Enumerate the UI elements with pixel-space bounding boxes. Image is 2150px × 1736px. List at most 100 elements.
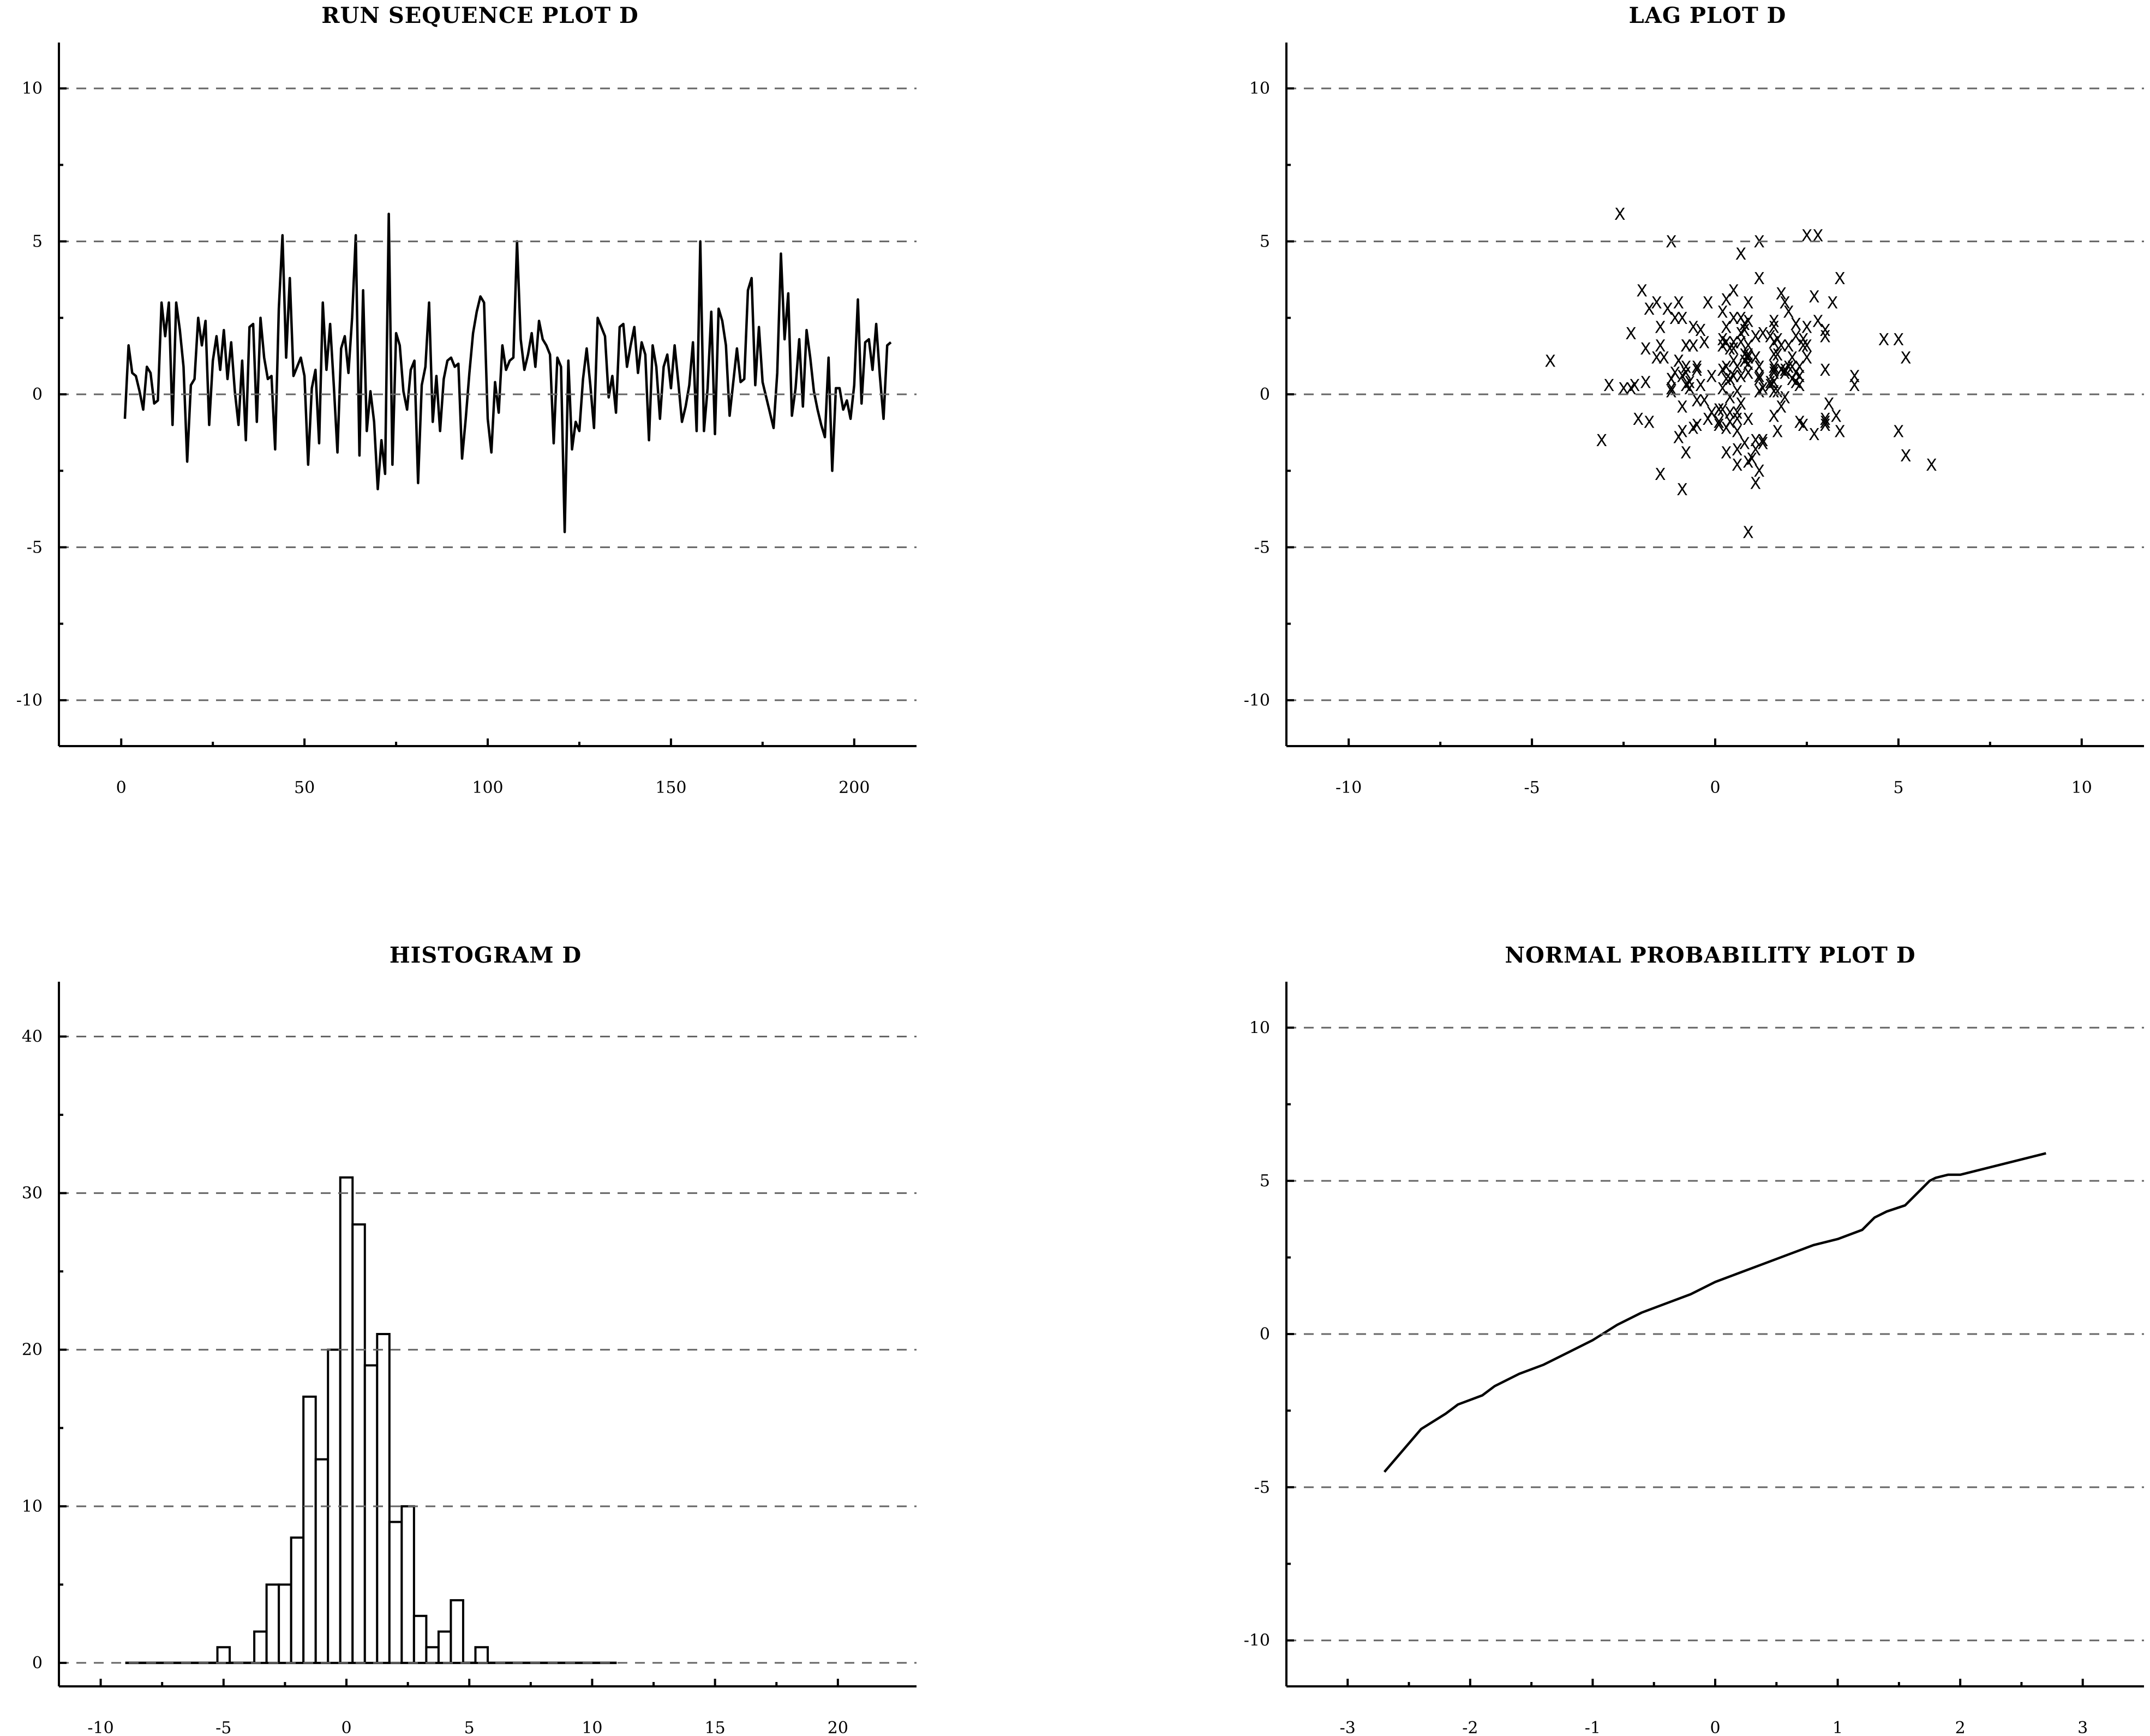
lag-point: X	[1717, 401, 1728, 420]
lag-point: X	[1783, 358, 1794, 377]
lag-point: X	[1753, 358, 1765, 377]
lag-point: X	[1721, 358, 1732, 377]
lag-point: X	[1742, 355, 1754, 374]
lag-point: X	[1750, 431, 1762, 450]
lag-point: X	[1768, 358, 1780, 377]
histogram-bar	[363, 1364, 379, 1664]
lag-point: X	[1673, 429, 1685, 448]
lag-point: X	[1742, 312, 1754, 331]
lag-point: X	[1655, 337, 1666, 356]
x-tick-label: 10	[582, 1719, 602, 1736]
lag-point: X	[1764, 327, 1776, 346]
lag-point: X	[1544, 352, 1556, 371]
lag-point: X	[1735, 245, 1747, 264]
lag-point: X	[1691, 392, 1703, 411]
lag-point: X	[1742, 453, 1754, 472]
lag-point: X	[1687, 319, 1699, 338]
lag-point: X	[1640, 340, 1651, 359]
lag-point: X	[1655, 319, 1666, 338]
lag-point: X	[1798, 331, 1809, 350]
lag-point: X	[1662, 300, 1673, 319]
lag-point: X	[1735, 309, 1747, 328]
lag-point: X	[1757, 431, 1769, 450]
nprob-data	[1383, 1152, 2046, 1473]
lag-point: X	[1732, 382, 1743, 401]
lag-point: X	[1680, 358, 1692, 377]
lag-point: X	[1764, 376, 1776, 395]
lag-point: X	[1676, 367, 1688, 386]
y-tick-label: -10	[1244, 691, 1270, 710]
lag-point: X	[1819, 416, 1831, 435]
lag-point: X	[1680, 364, 1692, 383]
lag-point: X	[1676, 398, 1688, 417]
y-tick-label: 10	[1249, 1018, 1270, 1037]
y-tick-label: 0	[1260, 385, 1270, 404]
lag-point: X	[1776, 337, 1787, 356]
lag-point: X	[1717, 380, 1728, 399]
lag-point: X	[1721, 319, 1732, 338]
lag-point: X	[1640, 374, 1651, 393]
x-tick-label: -5	[215, 1719, 231, 1736]
lag-point: X	[1790, 315, 1802, 334]
lag-point: X	[1757, 435, 1769, 454]
histogram-bar	[290, 1536, 305, 1664]
x-tick-label: 0	[1710, 778, 1720, 797]
lag-point: X	[1732, 422, 1743, 441]
lag-point: X	[1779, 364, 1790, 383]
lag-point: X	[1687, 419, 1699, 438]
lag-point: X	[1673, 294, 1685, 313]
lag-point: X	[1801, 349, 1813, 368]
lag-point: X	[1742, 346, 1754, 365]
lag-point: X	[1695, 376, 1706, 395]
lag-point: X	[1728, 340, 1739, 359]
lag-point: X	[1603, 376, 1615, 395]
lag-point: X	[1739, 315, 1750, 334]
histogram-bar	[302, 1395, 317, 1664]
lag-point: X	[1614, 205, 1626, 224]
histogram-panel: HISTOGRAM D 0 10 20 30 40 -10 -5 0 5 10 15 20	[22, 942, 917, 1736]
lag-point: X	[1834, 422, 1846, 441]
lag-point: X	[1742, 337, 1754, 356]
lag-point: X	[1779, 361, 1790, 380]
lag-point: X	[1768, 382, 1780, 401]
lag-point: X	[1750, 349, 1762, 368]
histogram-bar	[412, 1614, 428, 1664]
histogram-bar	[216, 1646, 231, 1664]
histogram-plot: 0 10 20 30 40 -10 -5 0 5 10 15 20	[22, 982, 917, 1736]
x-tick-label: -3	[1340, 1719, 1356, 1736]
lag-point: X	[1739, 315, 1750, 334]
lag-point: X	[1768, 407, 1780, 426]
lag-point: X	[1768, 346, 1780, 365]
lag-point: X	[1728, 309, 1739, 328]
lag-point: X	[1830, 407, 1842, 426]
lag-point: X	[1713, 416, 1724, 435]
y-tick-label: 40	[22, 1027, 43, 1046]
run-sequence-line	[123, 212, 892, 533]
lag-point: X	[1724, 404, 1736, 423]
lag-point: X	[1776, 361, 1787, 380]
lag-point: X	[1742, 364, 1754, 383]
lag-point: X	[1750, 349, 1762, 368]
histogram-bar	[278, 1583, 292, 1664]
lag-point: X	[1794, 376, 1805, 395]
lag-point: X	[1721, 444, 1732, 463]
lag-point: X	[1728, 281, 1739, 301]
lag-point: X	[1728, 352, 1739, 371]
lag-point: X	[1790, 327, 1802, 346]
lag-point: X	[1768, 361, 1780, 380]
lag-point: X	[1728, 367, 1739, 386]
lag-point: X	[1680, 337, 1692, 356]
lag-point: X	[1827, 294, 1838, 313]
histogram-bar	[400, 1505, 415, 1664]
lag-point: X	[1768, 312, 1780, 331]
y-tick-label: 0	[32, 385, 43, 404]
lag-point: X	[1790, 364, 1802, 383]
lag-point: X	[1819, 321, 1831, 340]
lag-point: X	[1673, 352, 1685, 371]
histogram-bar	[474, 1646, 489, 1664]
histogram-bar	[265, 1583, 280, 1664]
lag-point: X	[1684, 374, 1696, 393]
